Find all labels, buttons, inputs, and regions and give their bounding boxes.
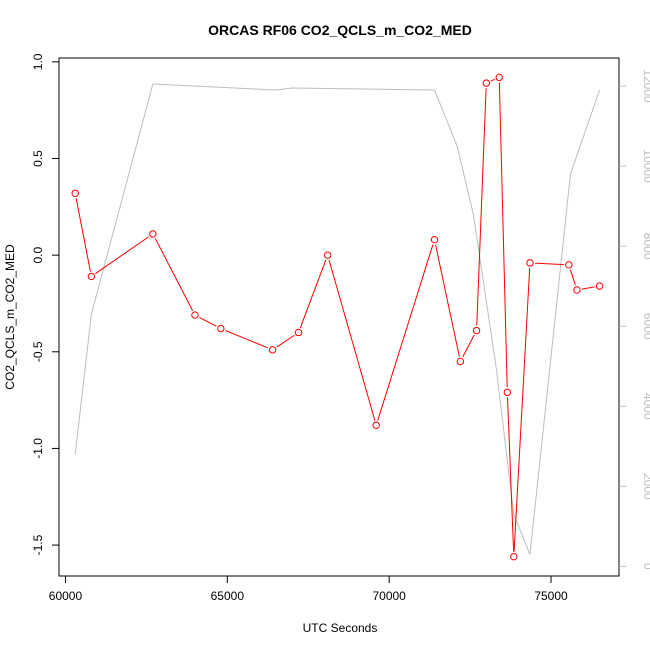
data-point [482, 79, 490, 87]
y-tick-label: -1.5 [31, 534, 45, 555]
y2-tick-label: 6000 [641, 313, 650, 340]
y-tick-label: 0.0 [31, 246, 45, 263]
y-axis-left: -1.5 -1.0 -0.5 0.0 0.5 1.0 [31, 53, 59, 555]
data-point [294, 328, 303, 337]
y-tick-label: 0.5 [31, 150, 45, 167]
y-tick-label: 1.0 [31, 53, 45, 70]
data-point [268, 346, 277, 354]
y-axis-label: CO2_QCLS_m_CO2_MED [3, 244, 17, 390]
data-point [595, 282, 604, 290]
series-segment [435, 244, 460, 357]
data-point [495, 73, 503, 82]
data-point [191, 311, 199, 319]
series-segment [507, 397, 515, 552]
series-segment [581, 286, 595, 290]
x-tick-label: 75000 [534, 589, 568, 603]
series-segment [276, 334, 295, 348]
data-point [565, 261, 573, 269]
data-point [526, 259, 534, 267]
series-segment [377, 244, 434, 421]
data-point [573, 286, 581, 294]
y2-tick-label: 10000 [641, 149, 650, 183]
data-point [430, 235, 439, 244]
x-axis-label: UTC Seconds [303, 621, 378, 635]
series-segment [225, 330, 269, 349]
data-point [456, 357, 465, 366]
series-segment [462, 334, 475, 358]
y-axis-right: 0 2000 4000 6000 8000 10000 12000 [619, 69, 650, 570]
series-segment [75, 198, 91, 272]
y2-tick-label: 4000 [641, 393, 650, 420]
x-tick-label: 65000 [211, 589, 245, 603]
y2-tick-label: 8000 [641, 233, 650, 260]
data-point [217, 324, 225, 333]
series-segment [569, 269, 576, 286]
series-segment [513, 267, 531, 552]
series-segment [490, 78, 495, 82]
x-tick-label: 70000 [372, 589, 406, 603]
x-axis: 60000 65000 70000 75000 [49, 576, 568, 603]
series-layer [71, 73, 604, 561]
y-tick-label: -0.5 [31, 341, 45, 362]
data-point [71, 189, 79, 197]
y2-tick-label: 0 [641, 563, 650, 570]
data-point [372, 421, 380, 429]
y-tick-label: -1.0 [31, 438, 45, 459]
y2-tick-label: 12000 [641, 69, 650, 103]
data-point [503, 388, 512, 397]
series-segment [299, 259, 327, 328]
series-segment [95, 236, 150, 274]
data-point [149, 230, 157, 238]
series-segment [154, 238, 194, 311]
series-segment [498, 82, 508, 388]
chart-title: ORCAS RF06 CO2_QCLS_m_CO2_MED [208, 22, 472, 38]
y2-tick-label: 2000 [641, 473, 650, 500]
series-segment [476, 88, 487, 326]
x-tick-label: 60000 [49, 589, 83, 603]
series-segment [328, 259, 376, 421]
data-point [323, 251, 332, 259]
series-segment [199, 316, 217, 327]
plot-frame [58, 57, 620, 577]
data-point [87, 272, 96, 281]
data-point [510, 552, 518, 561]
series-segment [534, 262, 564, 266]
data-point [472, 326, 481, 335]
series-line-right-axis [74, 83, 601, 555]
